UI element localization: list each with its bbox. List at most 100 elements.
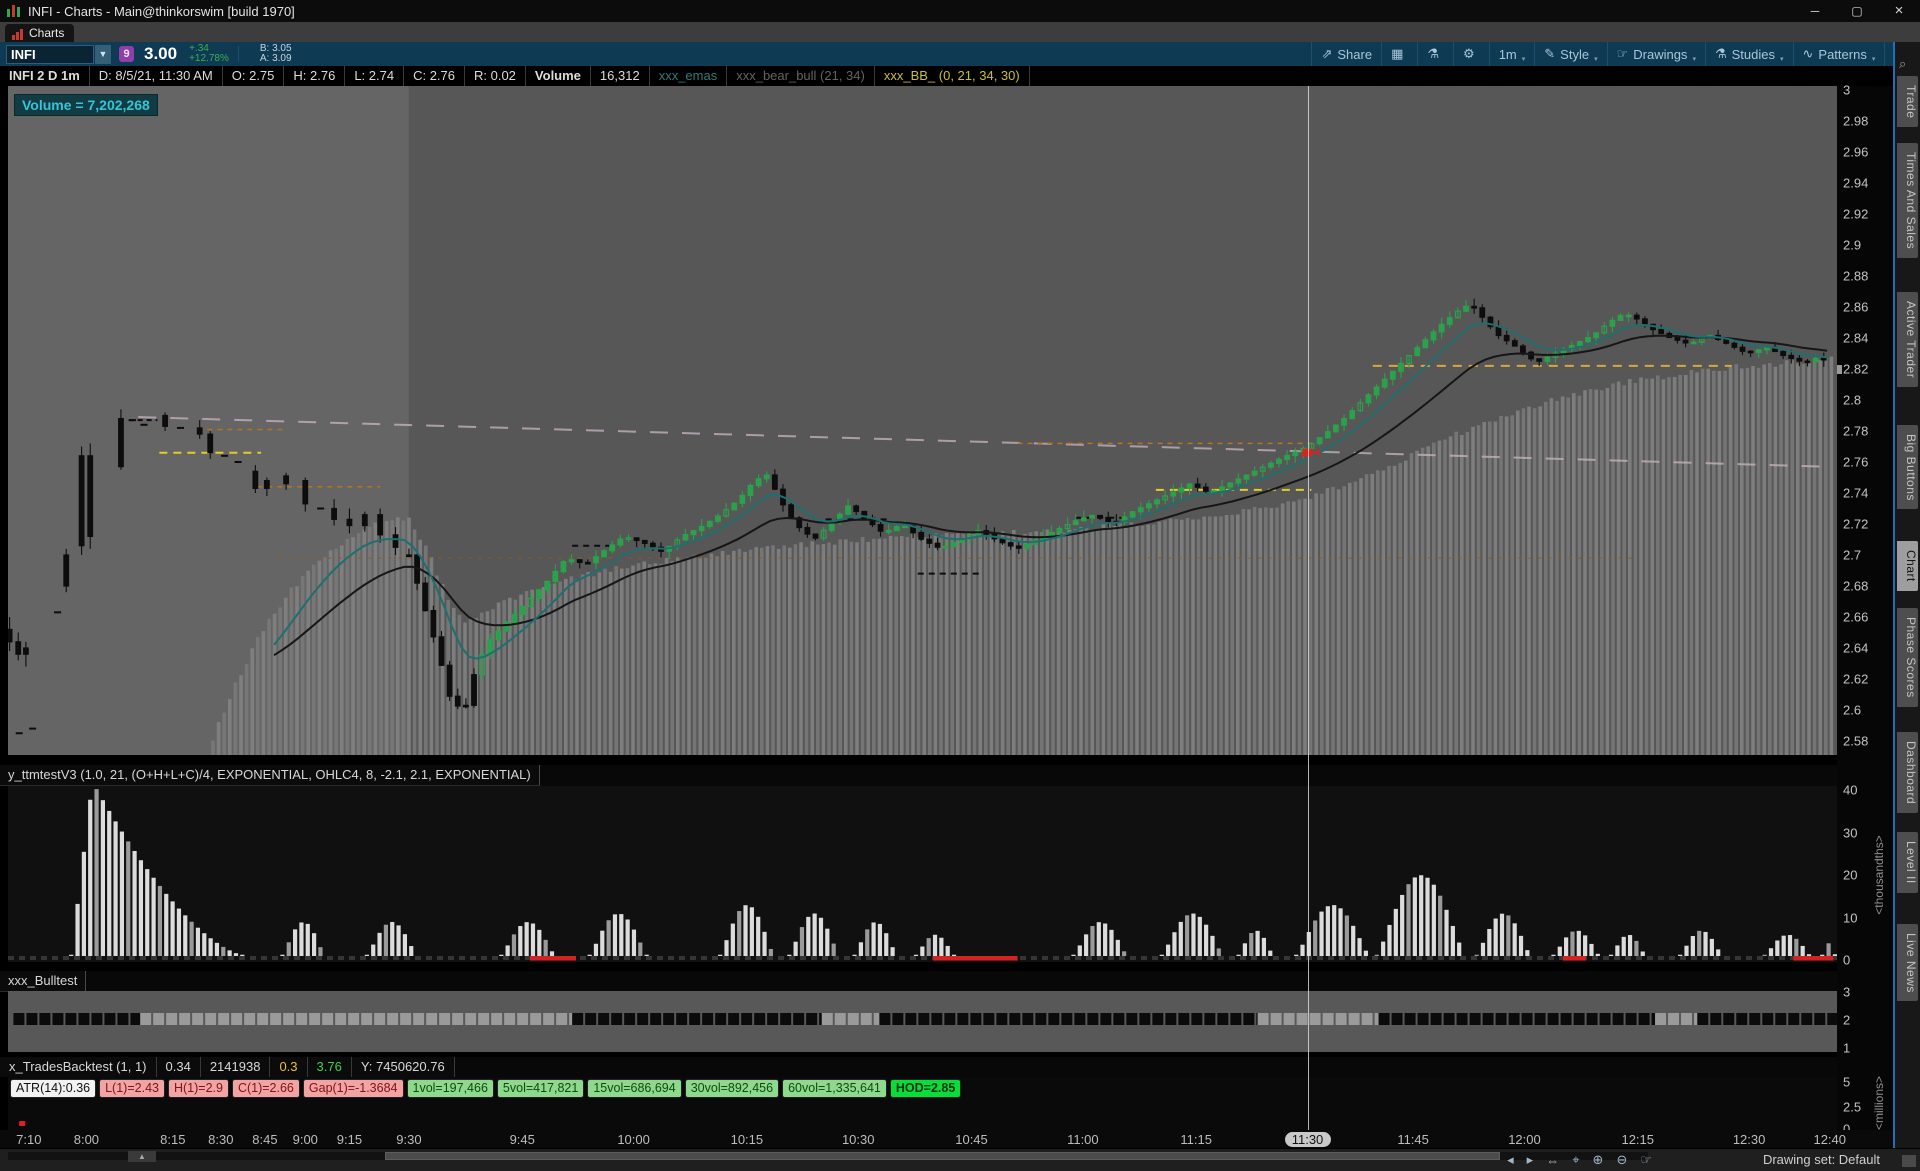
toolbar-button-drawings[interactable]: ☞ Drawings ▾ [1606, 42, 1705, 66]
scrollbar-thumb[interactable] [385, 1152, 1500, 1160]
toolbar-button-grid-note[interactable]: ▦ [1381, 42, 1417, 66]
sidebar-tab-level-ii[interactable]: Level II [1897, 832, 1918, 893]
pan-left-icon[interactable]: ◂ [1507, 1152, 1514, 1167]
last-price: 3.00 [144, 44, 178, 63]
price-tick: 2.98 [1843, 113, 1869, 129]
bulltest-tick: 3 [1843, 984, 1851, 1000]
time-axis[interactable]: 7:10 8:00 8:15 8:30 8:45 9:00 9:15 9:30 9:45 10:0… [0, 1130, 1893, 1148]
sidebar-tab-live-news[interactable]: Live News [1897, 923, 1918, 1002]
toolbar-right-group: ⇗ Share ▦ ⚗ ⚙ 1m ▾ ✎ Style ▾ ☞ Drawings ▾ ⚗ Studies ▾ ∿ P… [1311, 42, 1920, 66]
workspace-tab-bar: Charts [0, 22, 1920, 42]
bulltest-pane[interactable] [8, 991, 1837, 1052]
ttm-tick: 0 [1843, 952, 1851, 968]
ttm-study-label[interactable]: y_ttmtestV3 (1.0, 21, (O+H+L+C)/4, EXPON… [0, 765, 540, 786]
time-tick: 12:40 [1813, 1132, 1847, 1147]
price-axis-marker [1837, 365, 1842, 374]
price-tick: 2.9 [1843, 237, 1862, 253]
toolbar-button-share[interactable]: ⇗ Share [1311, 42, 1381, 66]
header-cell-0: INFI 2 D 1m [0, 66, 90, 86]
tab-charts[interactable]: Charts [5, 24, 75, 42]
sidebar-tab-times-and-sales[interactable]: Times And Sales [1897, 143, 1918, 259]
style-icon: ✎ [1544, 46, 1556, 61]
time-tick: 8:45 [252, 1132, 278, 1147]
sidebar-tab-chart[interactable]: Chart [1897, 540, 1918, 591]
symbol-input[interactable]: INFI [6, 44, 94, 64]
volume-legend: Volume = 7,202,268 [14, 94, 158, 116]
price-tick: 2.86 [1843, 299, 1869, 315]
backtest-tick: 0 [1843, 1121, 1851, 1137]
toolbar-button-flask[interactable]: ⚗ [1417, 42, 1453, 66]
header-cell-6: R: 0.02 [465, 66, 526, 86]
crosshair-icon[interactable]: ⌖ [1572, 1152, 1580, 1167]
close-button[interactable]: × [1894, 2, 1904, 19]
stat-bubble-6: 5vol=417,821 [496, 1079, 585, 1098]
backtest-cell-5: Y: 7450620.76 [351, 1057, 455, 1077]
status-bar: ▲ ◂ ▸ ⇔ ⌖ ⊕ ⊖ ☞ Drawing set: Default [0, 1148, 1920, 1171]
backtest-cell-0[interactable]: x_TradesBacktest (1, 1) [0, 1057, 157, 1077]
study-label-row-ttm: y_ttmtestV3 (1.0, 21, (O+H+L+C)/4, EXPON… [0, 765, 1893, 786]
zoom-out-icon[interactable]: ⊖ [1616, 1152, 1628, 1167]
time-tick: 10:00 [617, 1132, 650, 1147]
maximize-button[interactable]: ▢ [1851, 4, 1863, 18]
ttm-axis-unit: <thousandths> [1872, 835, 1886, 915]
minimize-button[interactable]: ─ [1810, 4, 1820, 18]
expand-horizontal-icon[interactable]: ⇔ [1546, 1152, 1560, 1168]
pan-right-icon[interactable]: ▸ [1526, 1152, 1534, 1167]
stat-bubble-8: 30vol=892,456 [684, 1079, 780, 1098]
price-tick: 2.6 [1843, 702, 1862, 718]
flag-badge[interactable]: 9 [119, 46, 134, 62]
header-cell-9[interactable]: xxx_emas [650, 66, 728, 86]
ttm-histogram-pane[interactable] [8, 786, 1837, 962]
toolbar-button-gear[interactable]: ⚙ [1453, 42, 1489, 66]
header-cell-11[interactable]: xxx_BB_ (0, 21, 34, 30) [875, 66, 1030, 86]
header-cell-3: H: 2.76 [284, 66, 346, 86]
backtest-cell-2: 2141938 [200, 1057, 271, 1077]
time-tick: 9:00 [292, 1132, 318, 1147]
price-pane[interactable] [8, 86, 1837, 755]
header-cell-1: D: 8/5/21, 11:30 AM [90, 66, 223, 86]
pane-search-icon[interactable]: ⌕ [1899, 56, 1907, 71]
sidebar-tab-big-buttons[interactable]: Big Buttons [1897, 424, 1918, 510]
toolbar-button-timeframe[interactable]: 1m ▾ [1488, 42, 1535, 66]
window-titlebar: INFI - Charts - Main@thinkorswim [build … [0, 0, 1920, 22]
sidebar-tab-dashboard[interactable]: Dashboard [1897, 732, 1918, 814]
time-tick: 9:15 [336, 1132, 363, 1147]
axis-collapse-button[interactable]: ▲ [128, 1151, 156, 1162]
chart-bars-icon [12, 26, 24, 40]
share-label: Share [1337, 46, 1373, 62]
stats-bubbles-row: ATR(14):0.36 L(1)=2.43 H(1)=2.9 C(1)=2.66 Ga… [10, 1079, 962, 1098]
drawing-set-label[interactable]: Drawing set: Default [1762, 1152, 1880, 1167]
hand-tool-icon[interactable]: ☞ [1640, 1152, 1652, 1167]
sidebar-tab-active-trader[interactable]: Active Trader [1897, 292, 1918, 388]
toolbar-button-patterns[interactable]: ∿ Patterns ▾ [1792, 42, 1885, 66]
sidebar-tab-trade[interactable]: Trade [1897, 76, 1918, 128]
toolbar-button-style[interactable]: ✎ Style ▾ [1534, 42, 1606, 66]
toolbar-button-studies[interactable]: ⚗ Studies ▾ [1704, 42, 1793, 66]
header-cell-5: C: 2.76 [404, 66, 465, 86]
bulltest-tick: 1 [1843, 1040, 1851, 1056]
header-cell-10[interactable]: xxx_bear_bull (21, 34) [727, 66, 875, 86]
resize-grip[interactable] [1902, 1155, 1916, 1167]
time-tick: 8:30 [208, 1132, 234, 1147]
time-tick: 8:00 [73, 1132, 100, 1147]
ttm-tick: 40 [1843, 782, 1858, 798]
chevron-down-icon: ▾ [1871, 56, 1876, 63]
stat-bubble-7: 15vol=686,694 [587, 1079, 682, 1098]
stat-bubble-2: H(1)=2.9 [167, 1079, 229, 1098]
header-cell-2: O: 2.75 [223, 66, 285, 86]
bulltest-study-label[interactable]: xxx_Bulltest [0, 971, 87, 992]
stat-bubble-4: Gap(1)=-1.3684 [302, 1079, 404, 1098]
symbol-dropdown-button[interactable]: ▼ [95, 44, 111, 64]
price-axis[interactable]: 3 2.98 2.96 2.94 2.92 2.9 2.88 2.86 2.84 2.82 2.8 2… [1837, 83, 1893, 1148]
study-label-row-bulltest: xxx_Bulltest [0, 971, 1893, 992]
price-tick: 2.96 [1843, 144, 1869, 160]
sidebar-tab-phase-scores[interactable]: Phase Scores [1897, 607, 1918, 707]
window-title: INFI - Charts - Main@thinkorswim [build … [28, 3, 295, 19]
zoom-in-icon[interactable]: ⊕ [1592, 1152, 1604, 1167]
time-tick: 11:15 [1180, 1132, 1212, 1147]
patterns-label: Patterns [1818, 46, 1867, 62]
time-tick: 7:10 [16, 1132, 42, 1147]
style-label: Style [1560, 46, 1590, 62]
backtest-cell-3: 0.3 [270, 1057, 308, 1077]
time-tick: 9:30 [396, 1132, 422, 1147]
